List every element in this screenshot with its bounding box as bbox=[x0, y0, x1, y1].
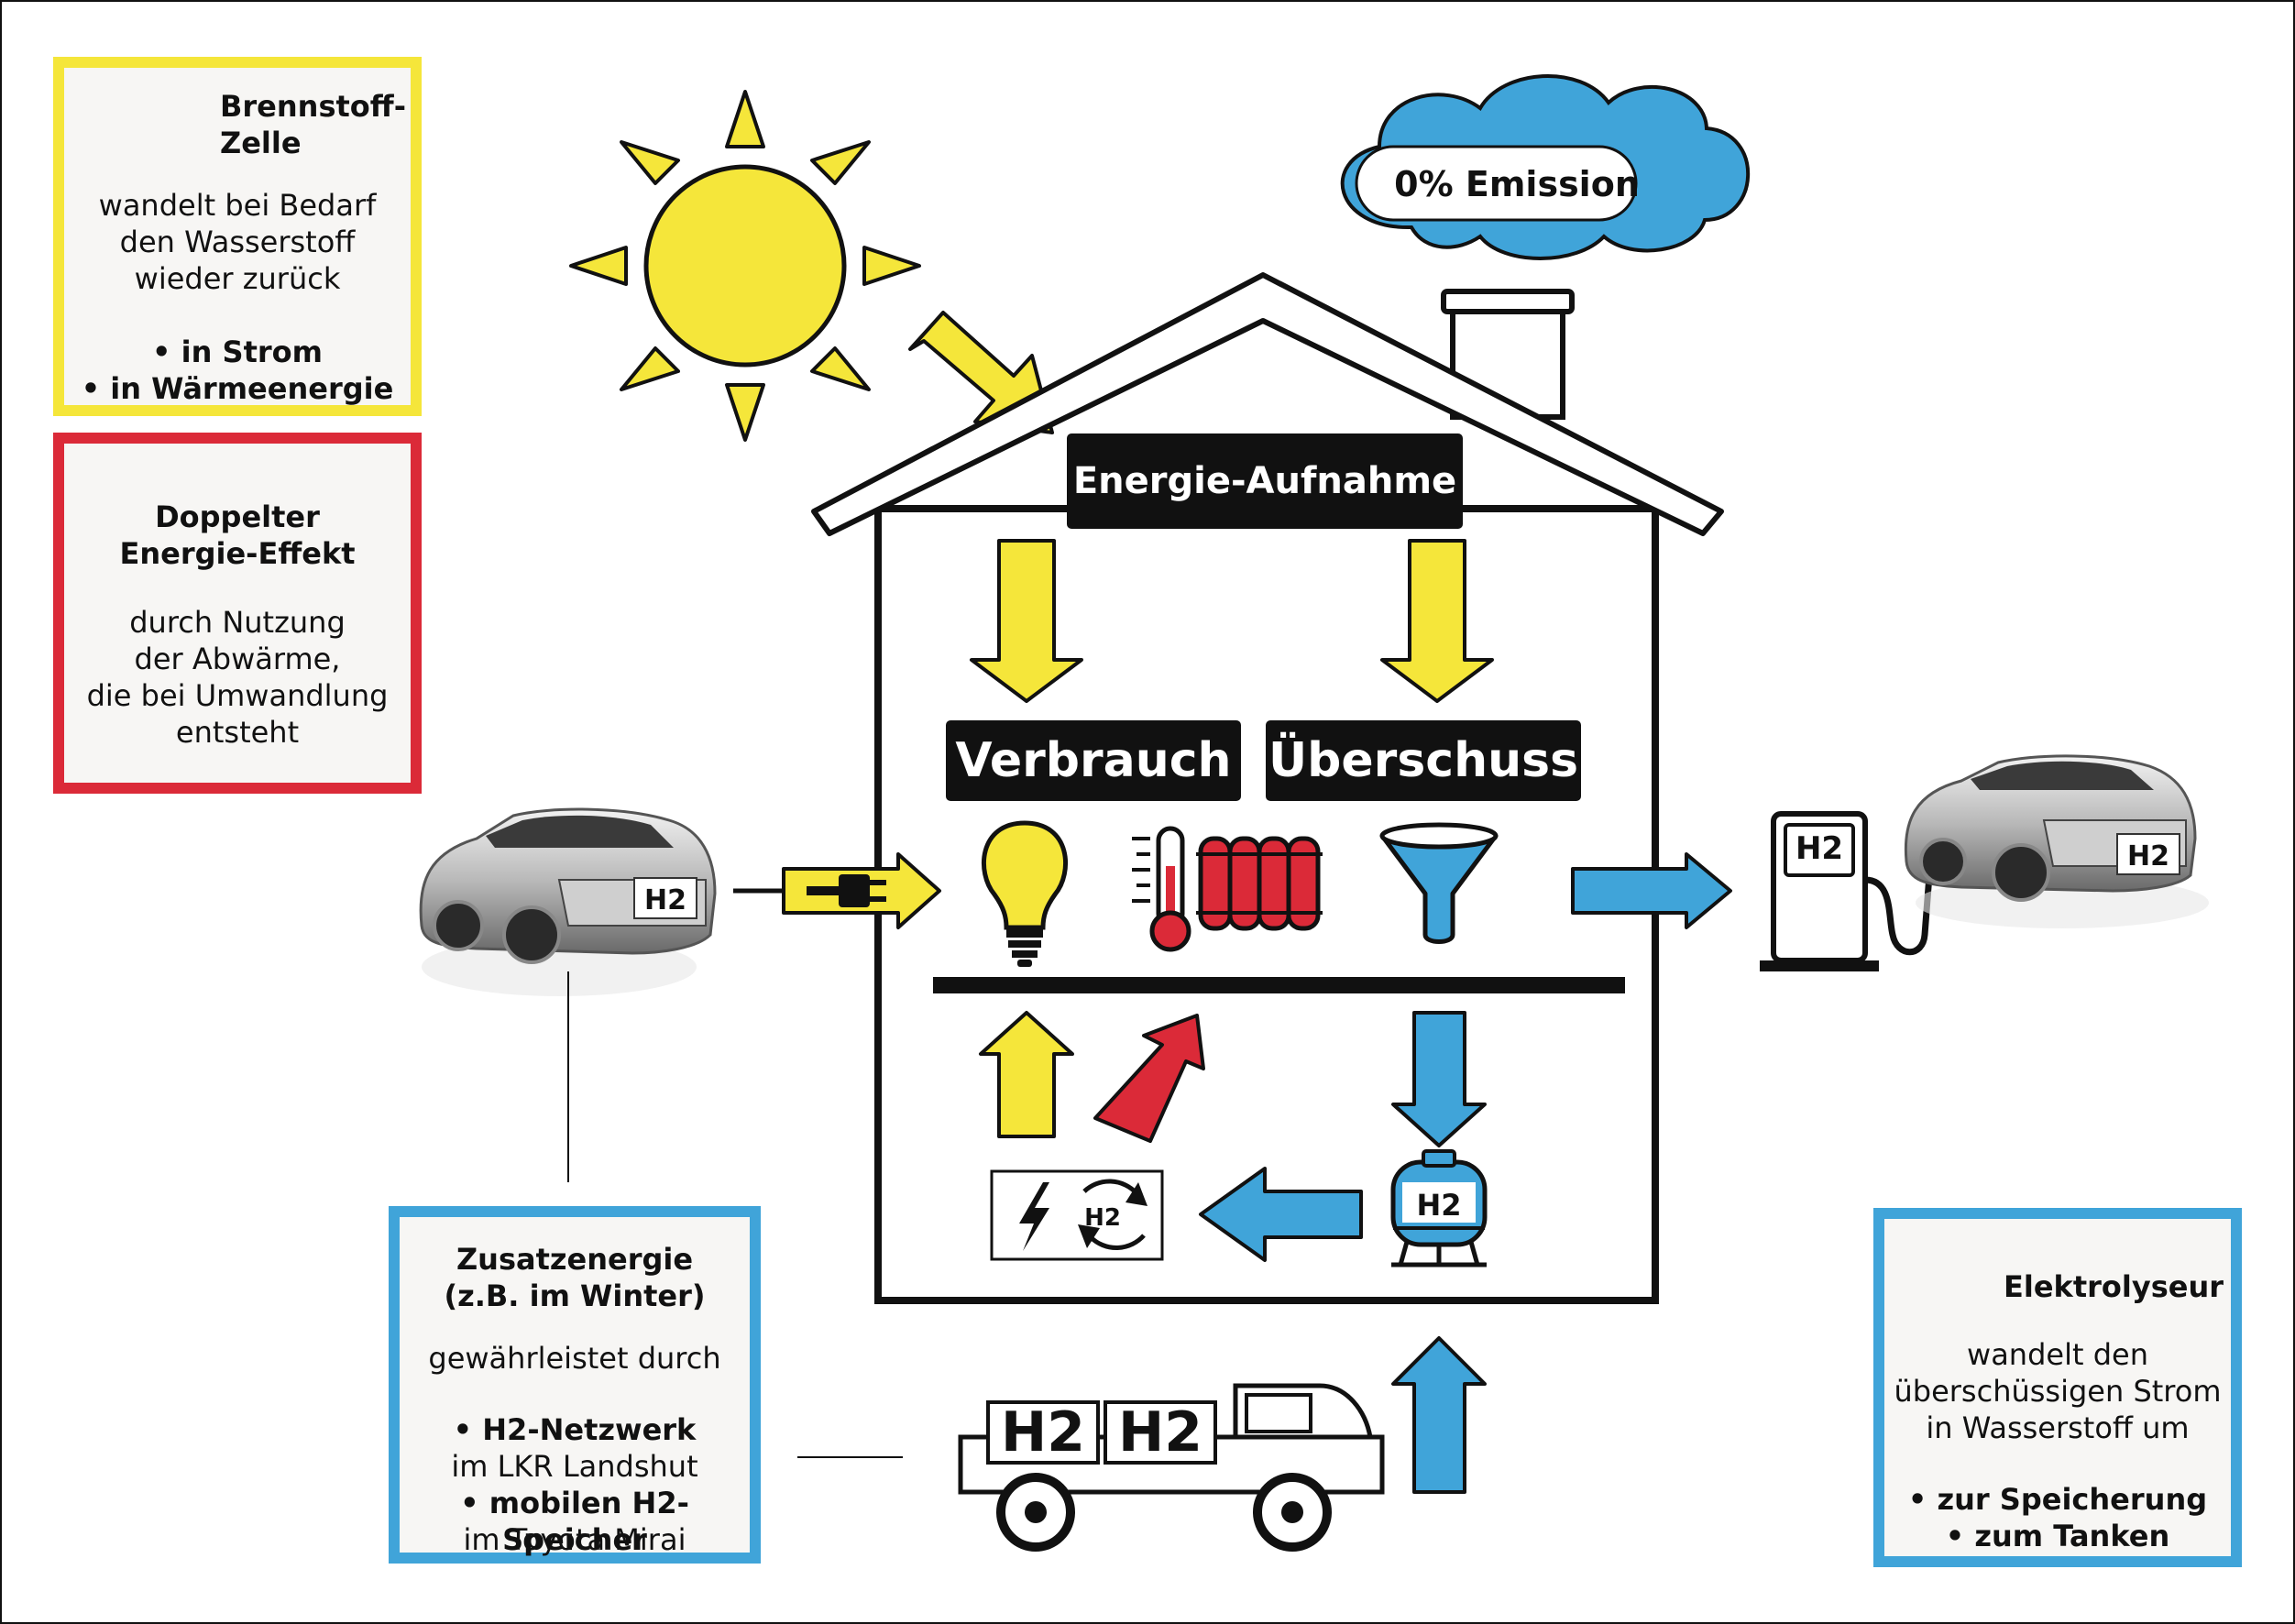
car-right-icon bbox=[1904, 754, 2209, 928]
surplus-to-pump-arrow bbox=[1571, 852, 1732, 929]
radiator-icon bbox=[1196, 836, 1323, 931]
electrolyzer-description: wandelt den überschüssigen Strom in Wass… bbox=[1894, 1337, 2222, 1445]
emission-label: 0% Emission bbox=[1394, 164, 1640, 204]
light-bulb-icon bbox=[982, 820, 1068, 967]
fuel-cell-heat-arrow bbox=[1093, 1014, 1205, 1143]
emission-cloud-icon bbox=[1340, 74, 1751, 260]
car-left-icon bbox=[419, 807, 717, 996]
fuel-cell-power-arrow bbox=[979, 1011, 1074, 1138]
tank-to-fuel-cell-arrow bbox=[1199, 1167, 1363, 1262]
consumption-label: Verbrauch bbox=[946, 720, 1241, 801]
car-power-plug-arrow bbox=[733, 852, 941, 929]
heating-thermometer-icon bbox=[1132, 826, 1191, 952]
extra-energy-storage-detail: im Toyota Mirai bbox=[463, 1522, 686, 1557]
fuel-cell-info-box: Brennstoff- Zelle wandelt bei Bedarf den… bbox=[53, 57, 422, 416]
electrolyzer-funnel-icon bbox=[1379, 822, 1499, 944]
truck-h2-label-2: H2 bbox=[1118, 1400, 1202, 1465]
sun-icon bbox=[569, 90, 921, 442]
pump-h2-label: H2 bbox=[1795, 830, 1843, 867]
intake-to-surplus-arrow bbox=[1380, 539, 1494, 703]
extra-energy-bullet-network: • H2-Netzwerk bbox=[453, 1412, 697, 1447]
surplus-label: Überschuss bbox=[1266, 720, 1581, 801]
intake-to-consumption-arrow bbox=[970, 539, 1083, 703]
electrolyzer-info-box: Elektrolyseur wandelt den überschüssigen… bbox=[1873, 1208, 2242, 1567]
car-left-h2-label: H2 bbox=[644, 884, 686, 916]
double-effect-description: durch Nutzung der Abwärme, die bei Umwan… bbox=[86, 605, 389, 750]
electrolyzer-bullet-storage: • zur Speicherung bbox=[1907, 1482, 2208, 1517]
hydrogen-truck-icon bbox=[958, 1383, 1385, 1552]
extra-energy-title: Zusatzenergie (z.B. im Winter) bbox=[444, 1242, 706, 1313]
electrolyzer-bullet-fueling: • zum Tanken bbox=[1945, 1519, 2170, 1553]
extra-energy-bullet-storage: • mobilen H2-Speicher bbox=[460, 1486, 689, 1557]
fuel-cell-description: wandelt bei Bedarf den Wasserstoff wiede… bbox=[98, 188, 377, 296]
double-effect-title: Doppelter Energie-Effekt bbox=[119, 499, 356, 571]
fuel-cell-bullet-power: • in Strom bbox=[152, 335, 323, 369]
surplus-to-tank-arrow bbox=[1391, 1011, 1487, 1147]
extra-energy-description: gewährleistet durch bbox=[428, 1341, 721, 1376]
energy-intake-label: Energie-Aufnahme bbox=[1067, 433, 1463, 529]
hydrogen-tank-icon bbox=[1390, 1149, 1488, 1267]
tank-h2-label: H2 bbox=[1416, 1188, 1461, 1223]
double-effect-info-box: Doppelter Energie-Effekt durch Nutzung d… bbox=[53, 433, 422, 794]
fuel-cell-bullet-heat: • in Wärmeenergie bbox=[81, 371, 394, 406]
extra-energy-network-detail: im LKR Landshut bbox=[451, 1449, 698, 1484]
fuel-cell-title: Brennstoff- Zelle bbox=[220, 89, 406, 160]
truck-to-house-arrow bbox=[1391, 1336, 1487, 1494]
car-right-h2-label: H2 bbox=[2127, 840, 2169, 872]
hydrogen-pump-icon bbox=[1760, 811, 1961, 971]
electrolyzer-title: Elektrolyseur bbox=[2004, 1269, 2224, 1304]
fuel-cell-house-h2-label: H2 bbox=[1084, 1204, 1121, 1232]
fuel-cell-icon bbox=[990, 1169, 1164, 1261]
truck-h2-label-1: H2 bbox=[1001, 1400, 1085, 1465]
extra-energy-info-box: Zusatzenergie (z.B. im Winter) gewährlei… bbox=[389, 1206, 761, 1564]
